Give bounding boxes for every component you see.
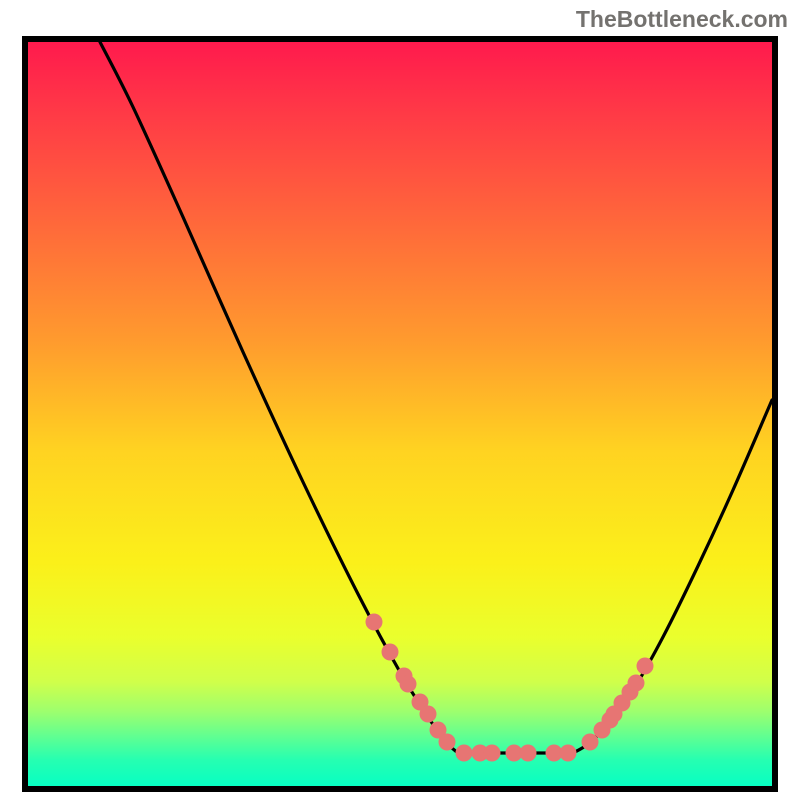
- curve-right-branch: [573, 400, 772, 753]
- marker-left: [439, 734, 456, 751]
- marker-bottom: [520, 745, 537, 762]
- marker-right: [628, 675, 645, 692]
- marker-bottom: [560, 745, 577, 762]
- marker-bottom: [484, 745, 501, 762]
- marker-left: [420, 706, 437, 723]
- marker-left: [382, 644, 399, 661]
- curve-left-branch: [100, 42, 458, 753]
- marker-bottom: [456, 745, 473, 762]
- attribution-label: TheBottleneck.com: [576, 6, 788, 33]
- plot-frame: [22, 36, 778, 792]
- marker-left: [400, 676, 417, 693]
- chart-container: TheBottleneck.com: [0, 0, 800, 800]
- marker-left: [366, 614, 383, 631]
- marker-right: [637, 658, 654, 675]
- bottleneck-curve: [28, 42, 772, 786]
- marker-right: [582, 734, 599, 751]
